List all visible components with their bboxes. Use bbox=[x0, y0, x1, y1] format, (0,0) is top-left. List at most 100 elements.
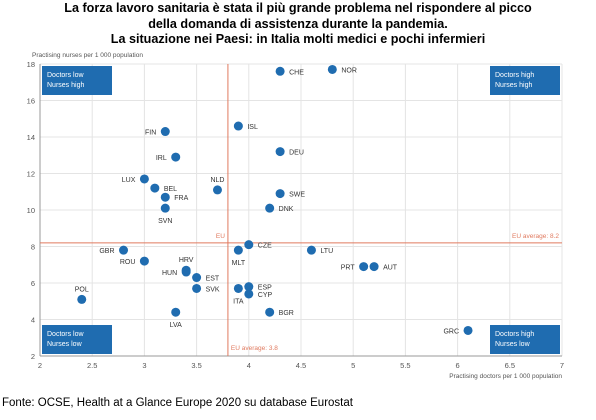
eu-average-doctors-label: EU average: 3.8 bbox=[231, 345, 278, 352]
point-label-pol: POL bbox=[75, 286, 89, 293]
point-label-mlt: MLT bbox=[232, 260, 246, 267]
point-label-ita: ITA bbox=[233, 298, 244, 305]
point-nld bbox=[212, 185, 222, 195]
y-tick-label: 2 bbox=[31, 352, 35, 361]
point-mlt bbox=[233, 245, 243, 255]
point-label-irl: IRL bbox=[156, 155, 167, 162]
point-aut bbox=[369, 262, 379, 272]
point-label-isl: ISL bbox=[247, 124, 258, 131]
point-lux bbox=[139, 174, 149, 184]
point-label-dnk: DNK bbox=[279, 206, 294, 213]
point-grc bbox=[463, 325, 473, 335]
point-isl bbox=[233, 121, 243, 131]
eu-marker-label: EU bbox=[216, 233, 225, 240]
eu-average-nurses-label: EU average: 8.2 bbox=[512, 233, 559, 240]
point-label-lux: LUX bbox=[122, 177, 136, 184]
y-tick-label: 18 bbox=[27, 60, 35, 69]
title-line-2: della domanda di assistenza durante la p… bbox=[148, 16, 448, 31]
x-tick-label: 6.5 bbox=[505, 361, 515, 370]
quadrant-box-top-right bbox=[490, 66, 560, 95]
point-label-che: CHE bbox=[289, 69, 304, 76]
quadrant-label-line1: Doctors high bbox=[495, 331, 534, 338]
point-gbr bbox=[119, 245, 129, 255]
quadrant-label-line2: Nurses low bbox=[47, 341, 83, 348]
quadrant-box-top-left bbox=[42, 66, 112, 95]
x-tick-label: 3.5 bbox=[191, 361, 201, 370]
x-tick-label: 5.5 bbox=[400, 361, 410, 370]
y-tick-label: 8 bbox=[31, 243, 35, 252]
point-label-nld: NLD bbox=[210, 177, 224, 184]
point-label-rou: ROU bbox=[120, 259, 136, 266]
point-label-fra: FRA bbox=[174, 195, 188, 202]
point-est bbox=[192, 273, 202, 283]
x-tick-label: 3 bbox=[142, 361, 146, 370]
quadrant-label-line2: Nurses high bbox=[495, 82, 532, 89]
point-swe bbox=[275, 189, 285, 199]
point-label-est: EST bbox=[206, 276, 220, 283]
quadrant-label-line1: Doctors low bbox=[47, 331, 85, 338]
point-label-bel: BEL bbox=[164, 186, 177, 193]
point-lva bbox=[171, 307, 181, 317]
point-label-deu: DEU bbox=[289, 150, 304, 157]
point-cyp bbox=[244, 289, 254, 299]
point-irl bbox=[171, 152, 181, 162]
point-deu bbox=[275, 147, 285, 157]
title-line-1: La forza lavoro sanitaria è stata il più… bbox=[64, 1, 532, 15]
point-label-lva: LVA bbox=[170, 322, 183, 329]
x-tick-label: 5 bbox=[351, 361, 355, 370]
x-tick-label: 4 bbox=[247, 361, 251, 370]
point-rou bbox=[139, 256, 149, 266]
y-tick-label: 14 bbox=[27, 133, 35, 142]
point-esp bbox=[244, 282, 254, 292]
chart-title: La forza lavoro sanitaria è stata il più… bbox=[0, 1, 596, 48]
point-bgr bbox=[265, 307, 275, 317]
y-tick-label: 4 bbox=[31, 316, 35, 325]
point-label-hun: HUN bbox=[162, 270, 177, 277]
point-fin bbox=[160, 127, 170, 137]
point-label-aut: AUT bbox=[383, 265, 398, 272]
point-che bbox=[275, 66, 285, 76]
x-tick-label: 4.5 bbox=[296, 361, 306, 370]
point-ita bbox=[233, 283, 243, 293]
point-label-ltu: LTU bbox=[320, 248, 333, 255]
point-svn bbox=[160, 203, 170, 213]
point-label-bgr: BGR bbox=[279, 310, 294, 317]
point-label-svk: SVK bbox=[206, 286, 220, 293]
quadrant-box-bottom-left bbox=[42, 325, 112, 354]
point-nor bbox=[327, 64, 337, 74]
source-note: Fonte: OCSE, Health at a Glance Europe 2… bbox=[2, 397, 353, 409]
point-svk bbox=[192, 283, 202, 293]
quadrant-box-bottom-right bbox=[490, 325, 560, 354]
point-dnk bbox=[265, 203, 275, 213]
point-label-svn: SVN bbox=[158, 218, 172, 225]
y-tick-label: 6 bbox=[31, 279, 35, 288]
x-axis-label: Practising doctors per 1 000 population bbox=[449, 373, 562, 380]
point-label-fin: FIN bbox=[145, 130, 156, 137]
point-bel bbox=[150, 183, 160, 193]
point-label-cze: CZE bbox=[258, 243, 272, 250]
point-label-gbr: GBR bbox=[99, 248, 114, 255]
point-cze bbox=[244, 240, 254, 250]
quadrant-label-line1: Doctors low bbox=[47, 72, 85, 79]
quadrant-label-line1: Doctors high bbox=[495, 72, 534, 79]
point-label-swe: SWE bbox=[289, 192, 305, 199]
x-tick-label: 2.5 bbox=[87, 361, 97, 370]
point-label-cyp: CYP bbox=[258, 292, 273, 299]
point-label-grc: GRC bbox=[443, 328, 459, 335]
y-tick-label: 12 bbox=[27, 170, 35, 179]
y-axis-label: Practising nurses per 1 000 population bbox=[32, 52, 143, 59]
quadrant-label-line2: Nurses low bbox=[495, 341, 531, 348]
y-tick-label: 10 bbox=[27, 206, 35, 215]
x-tick-label: 7 bbox=[560, 361, 564, 370]
y-tick-label: 16 bbox=[27, 97, 35, 106]
point-ltu bbox=[306, 245, 316, 255]
point-label-prt: PRT bbox=[341, 265, 356, 272]
point-prt bbox=[359, 262, 369, 272]
title-line-3: La situazione nei Paesi: in Italia molti… bbox=[110, 32, 486, 46]
point-fra bbox=[160, 192, 170, 202]
point-label-nor: NOR bbox=[341, 67, 357, 74]
quadrant-label-line2: Nurses high bbox=[47, 82, 84, 89]
x-tick-label: 6 bbox=[456, 361, 460, 370]
x-tick-label: 2 bbox=[38, 361, 42, 370]
